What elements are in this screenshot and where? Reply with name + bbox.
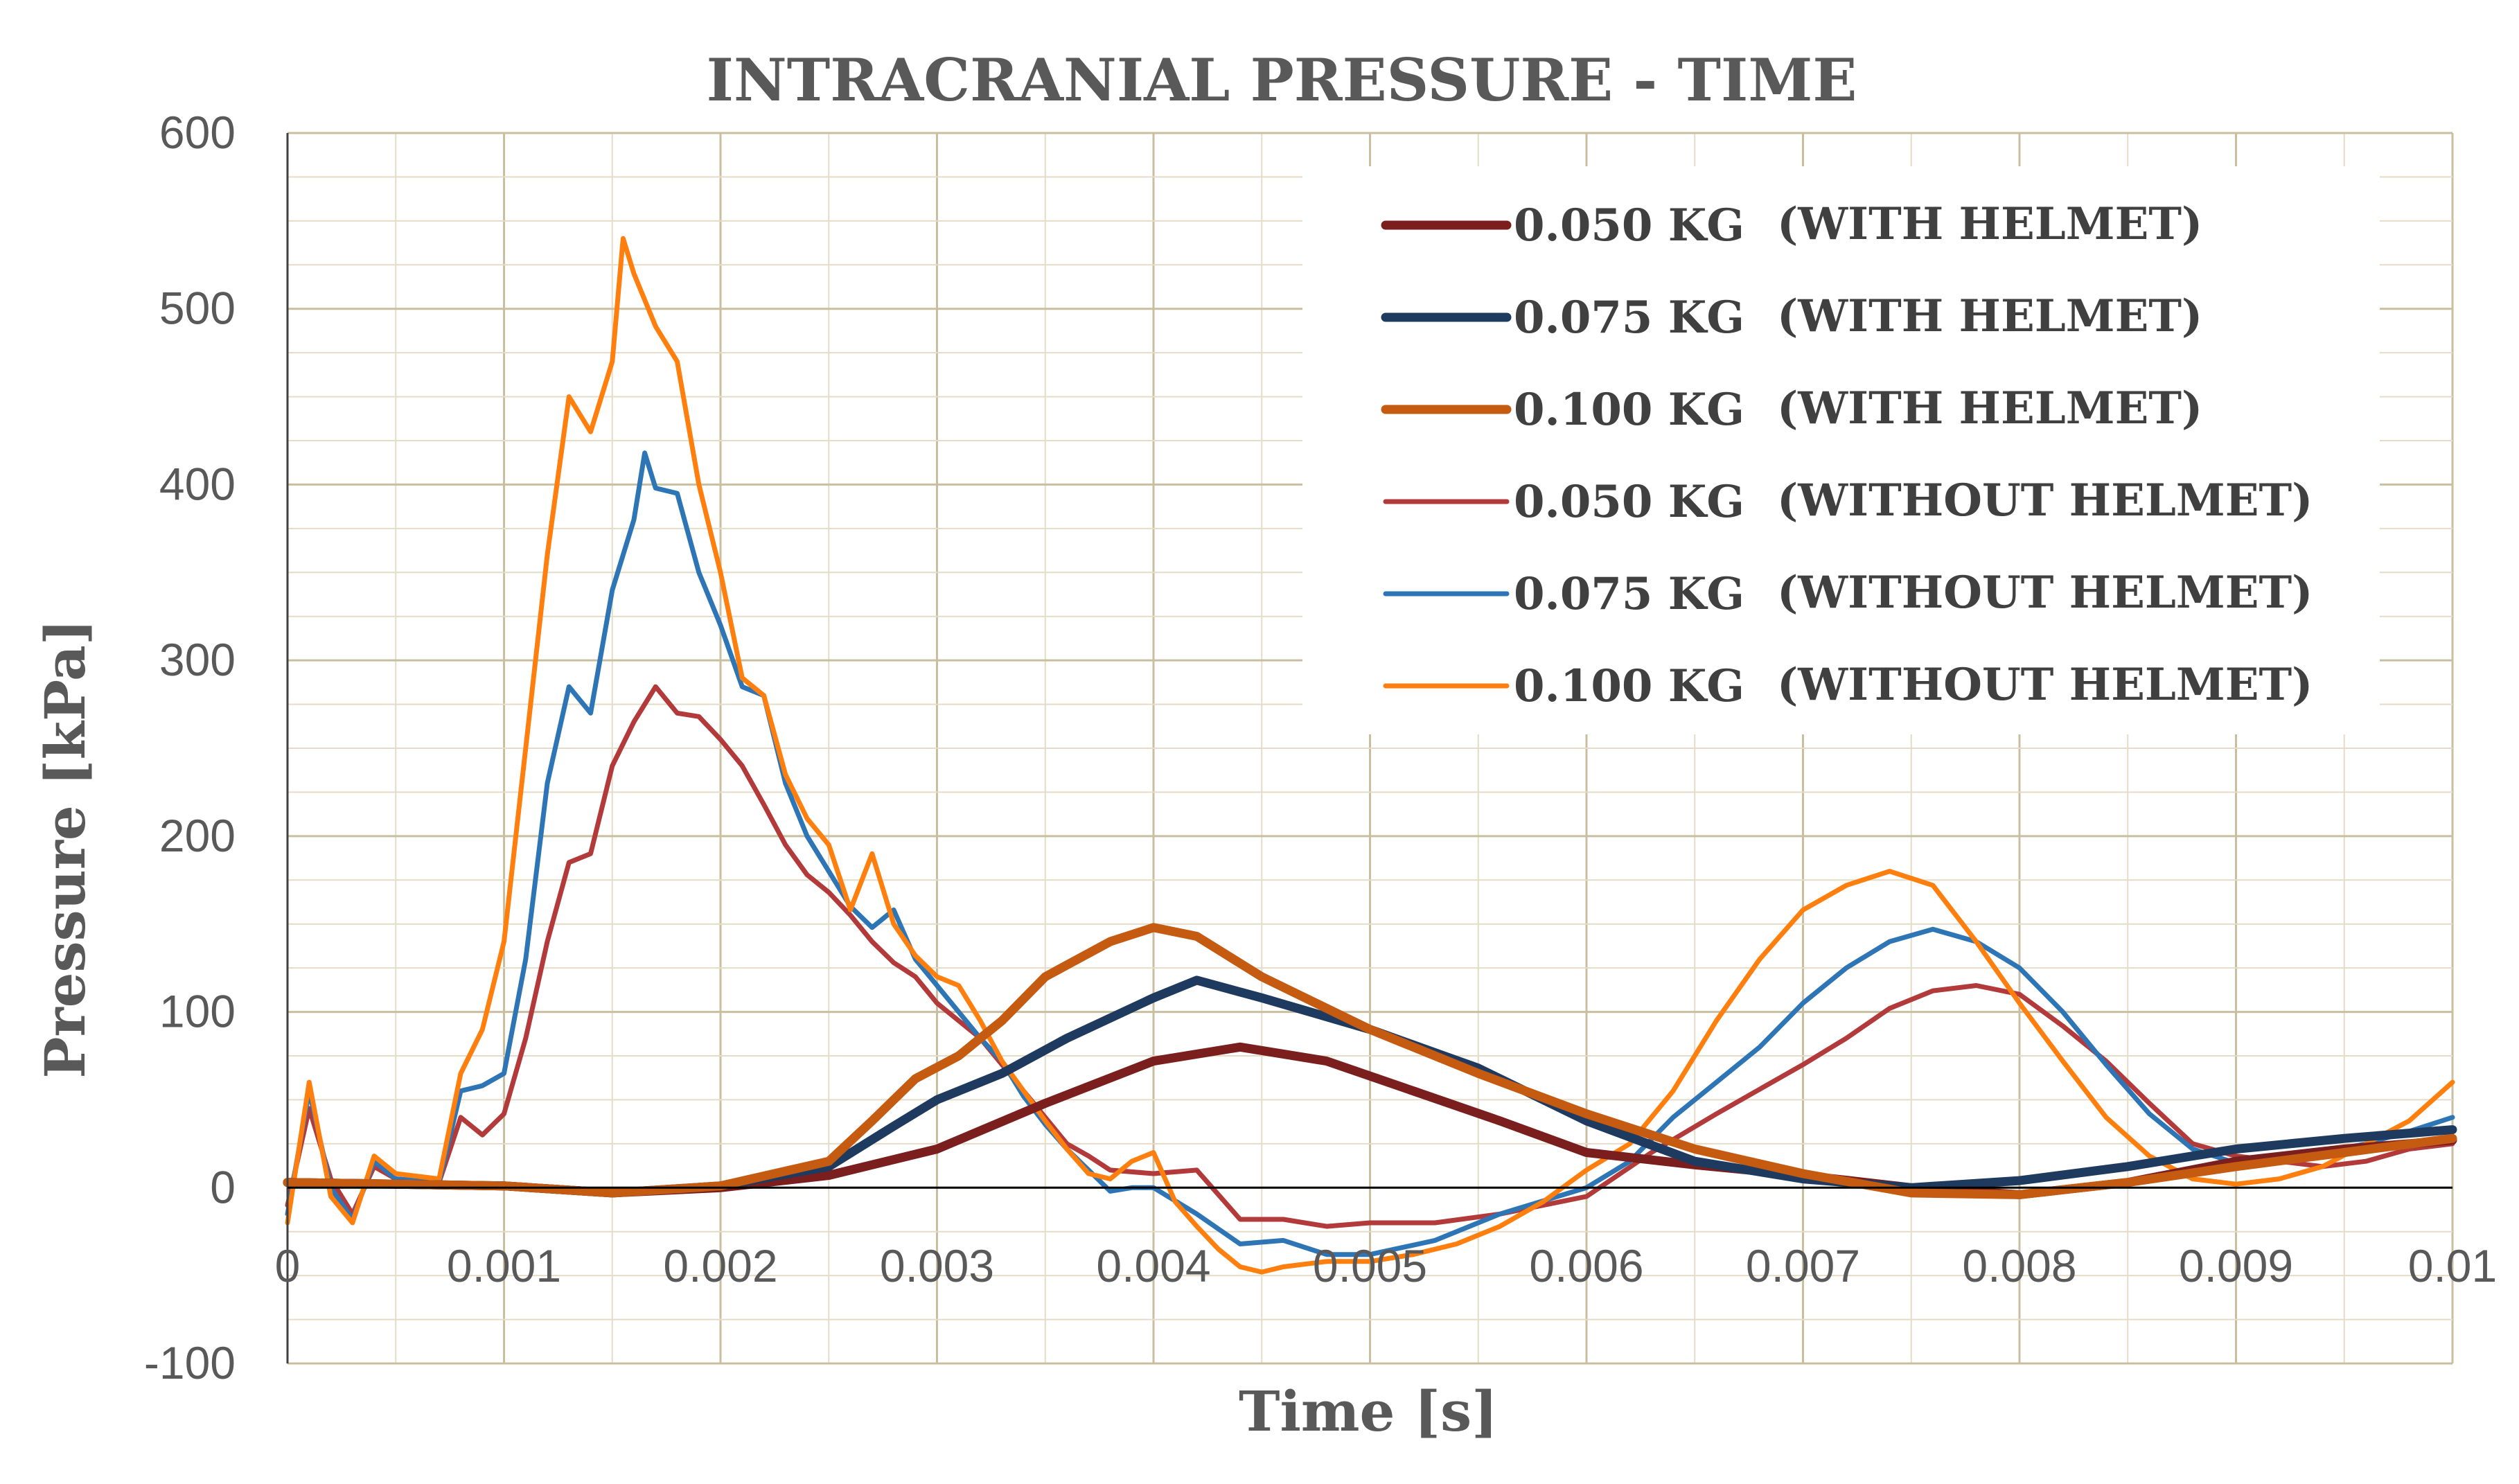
- x-tick-label: 0.004: [1096, 1240, 1210, 1291]
- y-axis-title: Pressure [kPa]: [33, 619, 98, 1078]
- legend-label-condition: (WITH HELMET): [1777, 198, 2202, 250]
- series-line-0075-without-helmet: [285, 450, 2455, 1257]
- y-tick-label: 300: [159, 634, 236, 685]
- x-axis-title: Time [s]: [1239, 1379, 1498, 1444]
- chart-title: INTRACRANIAL PRESSURE - TIME: [707, 46, 1857, 114]
- y-tick-label: 200: [159, 810, 236, 861]
- x-tick-label: 0.002: [663, 1240, 777, 1291]
- legend-label-mass: 0.050 KG: [1514, 200, 1744, 251]
- x-tick-label: 0.01: [2408, 1240, 2497, 1291]
- x-tick-label: 0: [275, 1240, 301, 1291]
- series-line-0100-without-helmet: [285, 236, 2455, 1275]
- x-tick-label: 0.003: [880, 1240, 994, 1291]
- legend-label-condition: (WITH HELMET): [1777, 290, 2202, 342]
- x-tick-label: 0.009: [2179, 1240, 2293, 1291]
- legend-label-condition: (WITHOUT HELMET): [1777, 475, 2313, 527]
- legend-label-mass: 0.050 KG: [1514, 476, 1744, 528]
- legend-label-condition: (WITHOUT HELMET): [1777, 567, 2313, 619]
- legend: 0.050 KG (WITH HELMET) 0.075 KG (WITH HELME…: [1302, 166, 2380, 734]
- x-tick-label: 0.008: [1962, 1240, 2076, 1291]
- legend-label-mass: 0.075 KG: [1514, 568, 1744, 620]
- y-tick-label: -100: [144, 1337, 236, 1388]
- axes: [286, 133, 2452, 1363]
- legend-label-condition: (WITH HELMET): [1777, 382, 2202, 434]
- x-tick-label: 0.007: [1746, 1240, 1860, 1291]
- x-tick-label: 0.005: [1313, 1240, 1427, 1291]
- y-tick-label: 0: [210, 1161, 236, 1212]
- series-line-0100-with-helmet: [283, 923, 2457, 1199]
- legend-label-mass: 0.100 KG: [1514, 660, 1744, 712]
- y-tick-label: 500: [159, 283, 236, 334]
- legend-background: [1302, 166, 2380, 734]
- x-tick-label: 0.006: [1529, 1240, 1643, 1291]
- legend-label-mass: 0.100 KG: [1514, 384, 1744, 436]
- tick-labels: 600 500 400 300 200 100 0 -100 0 0.001 0.002 0.003 0…: [144, 107, 2497, 1388]
- x-tick-label: 0.001: [447, 1240, 561, 1291]
- series-layer: [283, 236, 2457, 1275]
- y-tick-label: 100: [159, 986, 236, 1037]
- legend-label-mass: 0.075 KG: [1514, 292, 1744, 344]
- legend-label-condition: (WITHOUT HELMET): [1777, 659, 2313, 711]
- y-tick-label: 400: [159, 458, 236, 509]
- y-tick-label: 600: [159, 107, 236, 158]
